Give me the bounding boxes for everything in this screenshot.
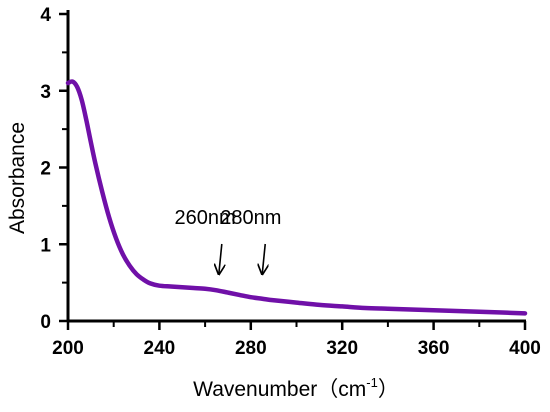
x-tick-label: 200	[52, 338, 84, 359]
x-tick-label: 240	[144, 338, 176, 359]
x-axis-title: Wavenumber（cm-1）	[193, 375, 399, 401]
x-axis-title-main: Wavenumber（cm	[193, 378, 366, 401]
y-tick-label: 1	[40, 235, 51, 256]
x-axis-title-superscript: -1	[366, 375, 378, 390]
y-axis-title: Absorbance	[6, 122, 29, 234]
y-tick-label: 4	[40, 5, 51, 26]
annotation-label-1: 280nm	[220, 207, 281, 229]
x-tick-label: 280	[235, 338, 267, 359]
series-layer	[65, 79, 528, 316]
annotation-arrow-0	[219, 243, 222, 274]
x-tick-label: 400	[509, 338, 541, 359]
x-axis-title-close: ）	[378, 378, 399, 401]
x-tick-label: 360	[418, 338, 450, 359]
y-tick-label: 2	[40, 159, 51, 180]
y-tick-label: 3	[40, 82, 51, 103]
y-tick-label: 0	[40, 312, 51, 333]
ticks: 200 240 280 320 360 400 0 1 2 3 4	[40, 5, 540, 359]
series-line-0	[65, 79, 528, 316]
annotation-arrow-1	[262, 243, 265, 274]
x-tick-label: 320	[326, 338, 358, 359]
annotation-label-0: 260nm	[175, 207, 236, 229]
